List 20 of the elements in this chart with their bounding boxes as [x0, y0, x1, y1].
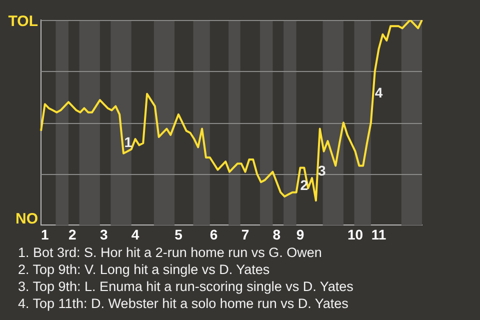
text: TOL: [8, 13, 38, 30]
x-tick-label: 4: [131, 226, 140, 242]
x-tick-label: 9: [296, 226, 304, 242]
x-tick-label: 10: [347, 226, 364, 242]
x-tick-label: 2: [68, 226, 77, 242]
text: NO: [16, 210, 38, 228]
x-tick-label: 5: [174, 226, 183, 242]
annotation: 4: [374, 84, 383, 101]
annotation: 1: [124, 134, 132, 150]
annotation: 3: [318, 162, 326, 179]
text: 1. Bot 3rd: S. Hor hit a 2-run home run vs G. Owen: [18, 244, 323, 261]
text: 3. Top 9th: L. Enuma hit a run-scoring single vs D. Yates: [18, 278, 354, 295]
x-tick-label: 1: [41, 226, 50, 242]
x-tick-label: 11: [371, 226, 386, 242]
text: 2. Top 9th: V. Long hit a single vs D. Yates: [18, 261, 271, 278]
text: 4. Top 11th: D. Webster hit a solo home run vs D. Yates: [18, 295, 350, 312]
x-tick-label: 7: [241, 226, 250, 242]
x-tick-label: 3: [100, 226, 108, 242]
x-tick-label: 8: [272, 226, 281, 242]
x-tick-label: 6: [210, 226, 218, 242]
